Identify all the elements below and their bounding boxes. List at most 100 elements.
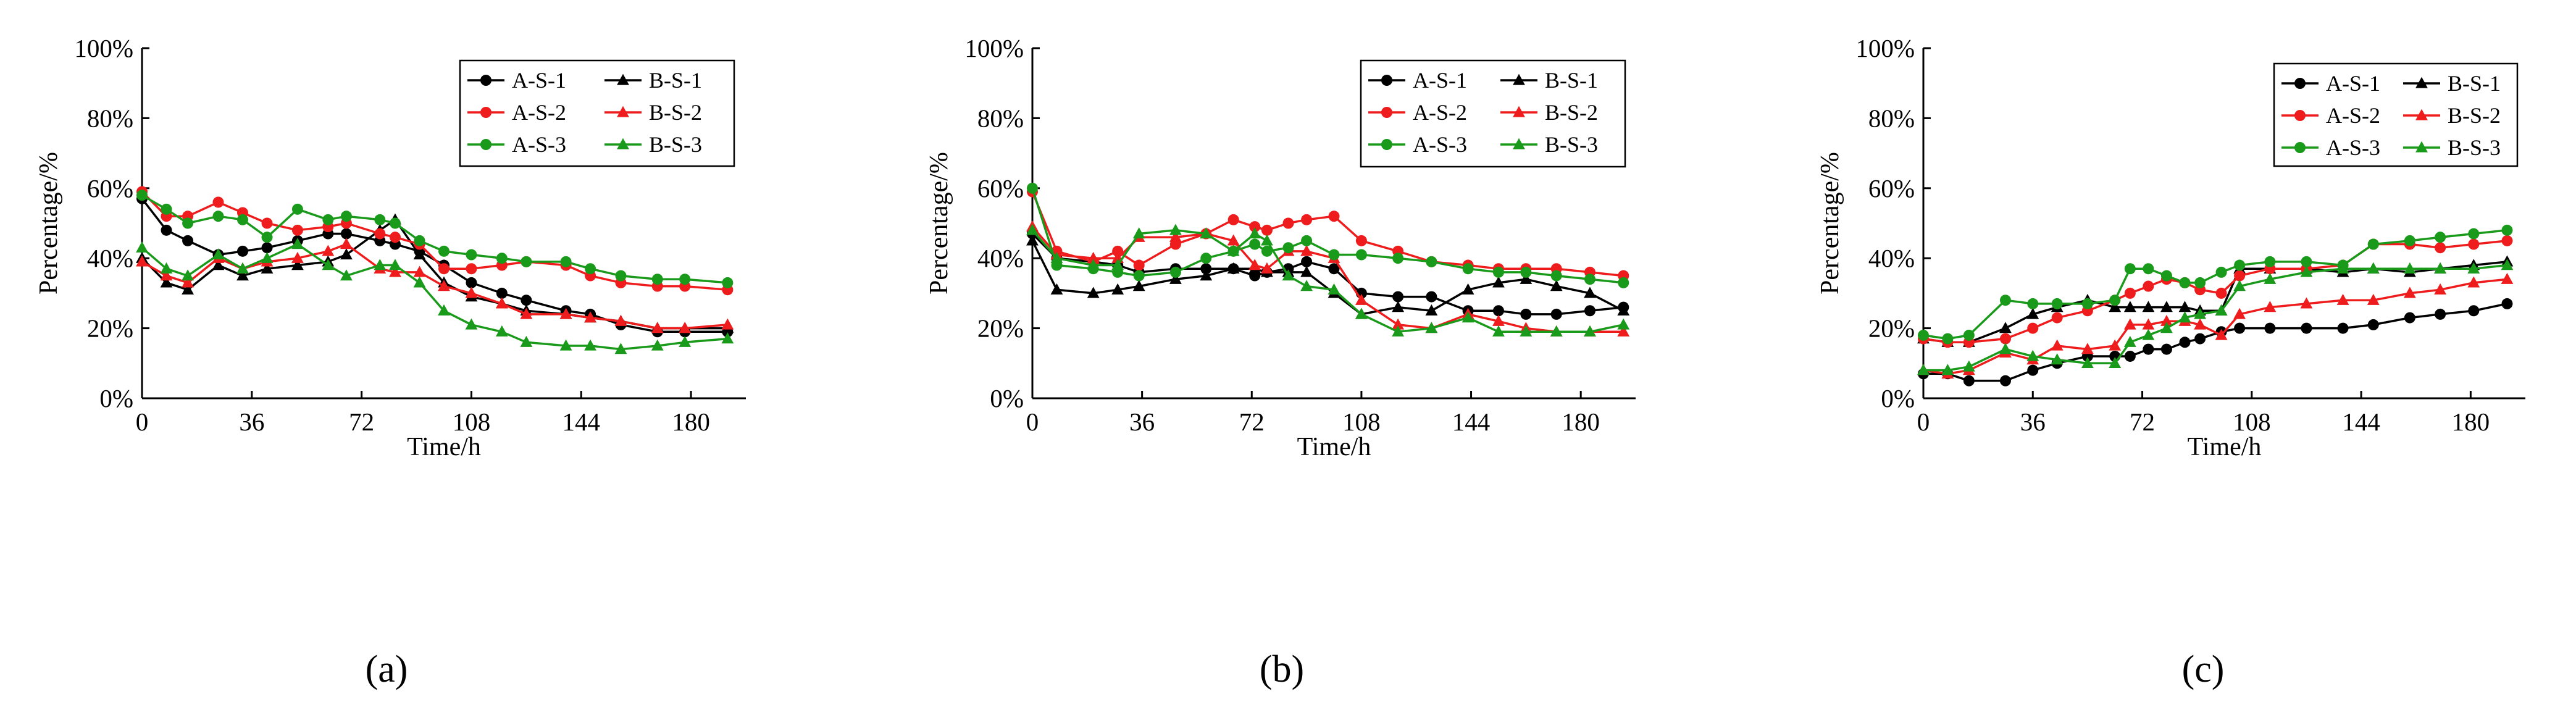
legend-label: A-S-3 [512, 132, 566, 157]
legend-marker [2415, 109, 2428, 120]
data-point-B-S-1 [1111, 283, 1124, 295]
data-point-B-S-3 [1520, 325, 1533, 337]
legend-entry-B-S-2: B-S-2 [2403, 103, 2501, 128]
data-point-A-S-2 [1301, 214, 1313, 225]
data-point-B-S-3 [1462, 311, 1474, 323]
data-point-B-S-2 [2194, 318, 2207, 330]
panel-label: (b) [1260, 648, 1304, 690]
data-point-A-S-3 [1963, 329, 1975, 341]
legend-marker [2415, 77, 2428, 88]
data-point-A-S-3 [1618, 277, 1629, 288]
series-A-S-3 [1918, 224, 2513, 345]
data-point-A-S-2 [389, 232, 401, 243]
legend: A-S-1 B-S-1 A-S-2 B-S-2 A-S-3 B-S-3 [1360, 59, 1626, 168]
data-point-B-S-3 [136, 241, 148, 253]
data-point-B-S-3 [495, 325, 508, 337]
series-line-A-S-3 [141, 194, 728, 284]
data-point-A-S-3 [1133, 270, 1145, 282]
data-point-A-S-3 [2051, 298, 2063, 309]
y-tick-label: 60% [977, 174, 1024, 203]
legend-entry-B-S-1: B-S-1 [1500, 68, 1598, 93]
x-tick-label: 180 [1562, 408, 1600, 436]
series-line-A-S-3 [1923, 229, 2507, 340]
data-point-A-S-1 [182, 235, 194, 246]
data-point-A-S-1 [340, 228, 352, 240]
x-tick-label: 36 [1129, 408, 1155, 436]
data-point-B-S-3 [438, 304, 450, 316]
data-point-A-S-3 [1550, 270, 1562, 282]
data-point-B-S-2 [2403, 287, 2416, 298]
data-point-A-S-1 [2501, 298, 2513, 309]
data-point-B-S-2 [1169, 230, 1182, 242]
y-tick-label: 0% [990, 384, 1024, 412]
legend-label: B-S-3 [2448, 135, 2501, 160]
data-point-B-S-1 [1999, 322, 2012, 333]
data-point-B-S-1 [2178, 301, 2191, 312]
data-point-A-S-1 [2337, 322, 2349, 334]
legend-label: B-S-2 [2448, 103, 2501, 128]
data-point-B-S-1 [291, 259, 304, 270]
data-point-B-S-1 [1492, 276, 1505, 288]
x-tick-label: 72 [349, 408, 374, 436]
x-tick-label: 36 [2020, 408, 2046, 436]
data-point-A-S-3 [560, 256, 572, 267]
legend-label: A-S-2 [512, 100, 566, 125]
data-point-A-S-1 [1426, 291, 1437, 303]
legend-entry-B-S-2: B-S-2 [1500, 100, 1598, 125]
data-point-B-S-3 [2051, 353, 2064, 365]
data-point-B-S-3 [2142, 328, 2155, 340]
legend-label: A-S-3 [1413, 132, 1467, 157]
data-point-B-S-2 [2081, 343, 2094, 354]
data-point-B-S-1 [236, 269, 249, 281]
x-tick-label: 0 [136, 408, 149, 436]
data-point-B-S-1 [1617, 304, 1630, 316]
legend-marker [480, 107, 491, 118]
data-point-B-S-2 [182, 276, 194, 288]
data-point-A-S-3 [237, 214, 248, 225]
data-point-B-S-2 [721, 318, 734, 330]
data-point-B-S-3 [2215, 304, 2228, 316]
data-point-A-S-1 [2301, 322, 2312, 334]
data-point-B-S-3 [1282, 269, 1295, 281]
y-tick-label: 20% [87, 314, 133, 343]
data-point-A-S-2 [2143, 280, 2154, 292]
data-point-A-S-1 [2124, 350, 2136, 362]
data-point-B-S-1 [1227, 262, 1240, 274]
data-point-B-S-2 [495, 297, 508, 309]
data-point-B-S-2 [1248, 259, 1261, 270]
data-point-B-S-2 [160, 269, 173, 281]
x-tick-label: 72 [1239, 408, 1265, 436]
data-point-B-S-1 [160, 276, 173, 288]
data-point-A-S-1 [1392, 291, 1404, 303]
data-point-A-S-1 [496, 287, 508, 299]
data-point-A-S-3 [1426, 256, 1437, 267]
data-point-A-S-3 [2468, 228, 2480, 240]
data-point-A-S-1 [2367, 319, 2379, 330]
data-point-B-S-2 [559, 308, 572, 319]
data-point-A-S-3 [2194, 277, 2206, 288]
x-tick-label: 108 [1342, 408, 1381, 436]
data-point-B-S-2 [679, 322, 692, 333]
data-point-B-S-2 [1355, 293, 1368, 305]
data-point-B-S-3 [1111, 259, 1124, 270]
legend-label: B-S-2 [649, 100, 702, 125]
legend-box [459, 59, 735, 167]
data-point-A-S-3 [2143, 263, 2154, 275]
data-point-B-S-3 [1169, 224, 1182, 235]
y-tick-label: 100% [74, 34, 133, 62]
data-point-B-S-3 [1962, 360, 1975, 372]
data-point-A-S-1 [1200, 263, 1212, 275]
y-tick-label: 100% [1855, 34, 1915, 62]
data-point-B-S-2 [584, 311, 596, 323]
x-axis-title: Time/h [1297, 433, 1371, 461]
data-point-A-S-3 [136, 190, 148, 201]
series-line-B-S-2 [141, 243, 728, 330]
x-axis-title: Time/h [2188, 433, 2262, 461]
y-tick-label: 60% [87, 174, 133, 203]
data-point-A-S-3 [1249, 238, 1261, 250]
data-point-B-S-3 [2264, 272, 2277, 284]
data-point-B-S-3 [2178, 311, 2191, 323]
data-point-B-S-3 [2434, 262, 2447, 274]
data-point-A-S-3 [2234, 259, 2246, 271]
data-point-A-S-3 [2404, 235, 2415, 246]
